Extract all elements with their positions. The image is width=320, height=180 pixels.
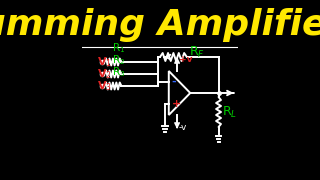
Text: -: - bbox=[172, 77, 176, 87]
Text: +: + bbox=[172, 99, 181, 109]
Text: V$_1$: V$_1$ bbox=[97, 55, 112, 69]
Text: R$_2$: R$_2$ bbox=[112, 53, 125, 67]
Text: Summing Amplifiers: Summing Amplifiers bbox=[0, 8, 320, 42]
Text: R$_L$: R$_L$ bbox=[222, 104, 238, 120]
Text: R$_F$: R$_F$ bbox=[189, 44, 205, 60]
Text: V$_2$: V$_2$ bbox=[97, 67, 111, 81]
Text: R$_1$: R$_1$ bbox=[112, 41, 125, 55]
Text: -v: -v bbox=[179, 123, 187, 132]
Text: V$_3$: V$_3$ bbox=[97, 79, 112, 93]
Text: +v: +v bbox=[179, 55, 192, 64]
Text: R$_3$: R$_3$ bbox=[112, 65, 125, 79]
